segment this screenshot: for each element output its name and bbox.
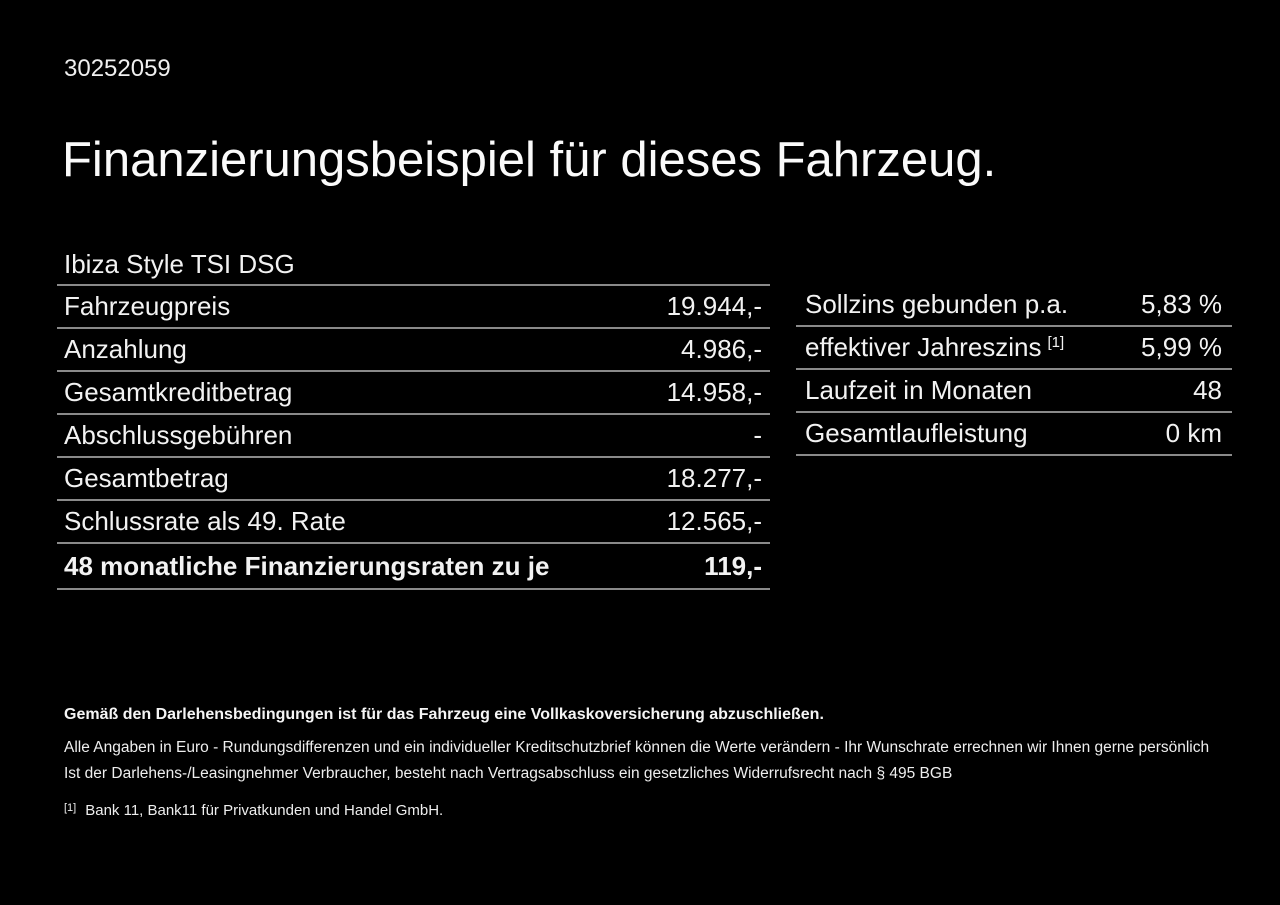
table-row-monthly-rate: 48 monatliche Finanzierungsraten zu je 1… <box>57 544 770 590</box>
table-row: effektiver Jahreszins [1] 5,99 % <box>796 327 1232 370</box>
row-label: Gesamtlaufleistung <box>805 418 1028 448</box>
row-value: 0 km <box>1165 418 1222 448</box>
insurance-note: Gemäß den Darlehensbedingungen ist für d… <box>64 706 824 723</box>
row-label: 48 monatliche Finanzierungsraten zu je <box>64 550 550 581</box>
row-label: Anzahlung <box>64 334 187 364</box>
row-value: 48 <box>1193 375 1222 405</box>
bank-footnote: [1] Bank 11, Bank11 für Privatkunden und … <box>64 798 1224 821</box>
row-label: Abschlussgebühren <box>64 420 293 450</box>
vehicle-model: Ibiza Style TSI DSG <box>64 249 295 279</box>
row-value: 5,99 % <box>1141 332 1222 362</box>
row-value: 14.958,- <box>666 377 762 407</box>
document-id: 30252059 <box>64 55 171 82</box>
footnote-marker: [1] <box>64 802 77 814</box>
table-row: Fahrzeugpreis 19.944,- <box>57 286 770 329</box>
row-value: 19.944,- <box>666 291 762 321</box>
row-value: 12.565,- <box>666 506 762 536</box>
row-label: Laufzeit in Monaten <box>805 375 1032 405</box>
conditions-table: Sollzins gebunden p.a. 5,83 % effektiver… <box>796 284 1232 456</box>
table-row: Sollzins gebunden p.a. 5,83 % <box>796 284 1232 327</box>
row-label-text: effektiver Jahreszins <box>805 332 1042 362</box>
table-row: Gesamtbetrag 18.277,- <box>57 458 770 501</box>
disclaimer-line: Alle Angaben in Euro - Rundungsdifferenz… <box>64 739 1210 756</box>
row-value: 18.277,- <box>666 463 762 493</box>
table-row: Laufzeit in Monaten 48 <box>796 370 1232 413</box>
disclaimer-line: Ist der Darlehens-/Leasingnehmer Verbrau… <box>64 765 953 782</box>
table-row: Anzahlung 4.986,- <box>57 329 770 372</box>
table-row: Gesamtkreditbetrag 14.958,- <box>57 372 770 415</box>
row-value: 119,- <box>704 550 762 581</box>
row-label: Schlussrate als 49. Rate <box>64 506 346 536</box>
table-row: Schlussrate als 49. Rate 12.565,- <box>57 501 770 544</box>
row-label: Gesamtkreditbetrag <box>64 377 293 407</box>
row-label: Fahrzeugpreis <box>64 291 231 321</box>
footer-notes: Gemäß den Darlehensbedingungen ist für d… <box>64 704 1224 821</box>
row-value: - <box>753 420 762 450</box>
row-label: Gesamtbetrag <box>64 463 229 493</box>
footnote-marker: [1] <box>1047 334 1065 351</box>
table-row: Gesamtlaufleistung 0 km <box>796 413 1232 456</box>
row-label: Sollzins gebunden p.a. <box>805 289 1069 319</box>
table-row: Abschlussgebühren - <box>57 415 770 458</box>
row-value: 5,83 % <box>1141 289 1222 319</box>
financing-table: Fahrzeugpreis 19.944,- Anzahlung 4.986,-… <box>57 284 770 590</box>
row-value: 4.986,- <box>681 334 762 364</box>
row-label: effektiver Jahreszins [1] <box>805 332 1064 363</box>
bank-footnote-text: Bank 11, Bank11 für Privatkunden und Han… <box>85 802 444 819</box>
page-title: Finanzierungsbeispiel für dieses Fahrzeu… <box>62 132 997 187</box>
